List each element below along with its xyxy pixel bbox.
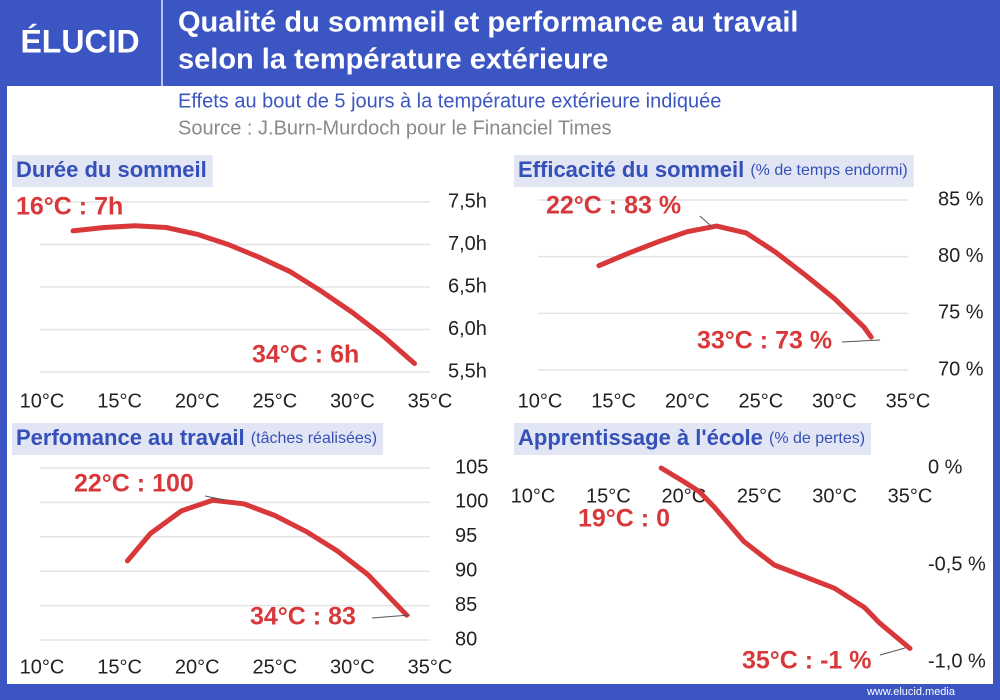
chart-title-box	[514, 423, 872, 455]
x-tick-label: 30°C	[812, 485, 857, 507]
subtitle: Effets au bout de 5 jours à la températu…	[178, 90, 721, 112]
chart-title: Perfomance au travail (tâches réalisées)	[16, 425, 377, 450]
x-tick-label: 15°C	[97, 390, 142, 412]
chart-title-text: Apprentissage à l'école	[518, 425, 763, 450]
chart-title-text: Durée du sommeil	[16, 157, 207, 182]
annotation: 34°C : 83	[250, 603, 356, 631]
logo: ÉLUCID	[20, 23, 139, 59]
annotation: 33°C : 73 %	[697, 327, 832, 355]
x-tick-label: 25°C	[252, 656, 297, 678]
chart-title-text: Efficacité du sommeil	[518, 157, 744, 182]
annotation: 19°C : 0	[578, 505, 670, 533]
chart-unit: (tâches réalisées)	[251, 430, 377, 447]
x-tick-label: 35°C	[886, 390, 931, 412]
x-tick-label: 15°C	[586, 485, 631, 507]
x-tick-label: 35°C	[888, 485, 933, 507]
chart-title-box	[12, 155, 213, 187]
footer-band	[0, 684, 1000, 700]
y-tick-label: 7,5h	[448, 190, 487, 212]
y-tick-label: 80 %	[938, 245, 984, 267]
x-tick-label: 20°C	[665, 390, 710, 412]
annotation: 35°C : -1 %	[742, 647, 871, 675]
x-tick-label: 10°C	[20, 390, 65, 412]
chart-title: Efficacité du sommeil (% de temps endorm…	[518, 157, 908, 182]
y-tick-label: 95	[455, 525, 477, 547]
line	[658, 465, 913, 651]
x-tick-label: 15°C	[591, 390, 636, 412]
chart-unit: (% de pertes)	[769, 430, 865, 447]
annotation: 16°C : 7h	[16, 193, 123, 221]
x-tick-label: 35°C	[408, 656, 453, 678]
y-tick-label: 5,5h	[448, 360, 487, 382]
y-tick-label: 105	[455, 456, 488, 478]
x-tick-label: 35°C	[408, 390, 453, 412]
header-title: Qualité du sommeil et performance au tra…	[178, 7, 798, 39]
chart-title: Apprentissage à l'école (% de pertes)	[518, 425, 865, 450]
y-tick-label: 85 %	[938, 188, 984, 210]
x-tick-label: 20°C	[175, 656, 220, 678]
y-tick-label: 7,0h	[448, 233, 487, 255]
x-tick-label: 25°C	[737, 485, 782, 507]
annotation-connector	[204, 495, 226, 501]
header-band	[0, 0, 1000, 86]
x-tick-label: 10°C	[511, 485, 556, 507]
chart-title: Durée du sommeil	[16, 157, 207, 182]
line	[596, 223, 874, 340]
chart-title-text: Perfomance au travail	[16, 425, 245, 450]
y-tick-label: 6,5h	[448, 275, 487, 297]
y-tick-label: -1,0 %	[928, 650, 986, 672]
x-tick-label: 30°C	[330, 390, 375, 412]
y-tick-label: 6,0h	[448, 318, 487, 340]
y-tick-label: 70 %	[938, 358, 984, 380]
chart-title-box	[514, 155, 914, 187]
y-tick-label: -0,5 %	[928, 553, 986, 575]
annotation-connector	[841, 339, 881, 343]
annotation: 34°C : 6h	[252, 341, 359, 369]
y-tick-label: 80	[455, 628, 477, 650]
x-tick-label: 20°C	[175, 390, 220, 412]
x-tick-label: 25°C	[738, 390, 783, 412]
source: Source : J.Burn-Murdoch pour le Financie…	[178, 117, 612, 139]
y-tick-label: 85	[455, 594, 477, 616]
annotation-connector	[879, 647, 906, 656]
x-tick-label: 25°C	[252, 390, 297, 412]
x-tick-label: 30°C	[330, 656, 375, 678]
x-tick-label: 10°C	[20, 656, 65, 678]
y-tick-label: 90	[455, 559, 477, 581]
x-tick-label: 15°C	[97, 656, 142, 678]
chart-title-box	[12, 423, 384, 455]
y-tick-label: 75 %	[938, 302, 984, 324]
annotation-connector	[699, 215, 713, 228]
line	[70, 223, 417, 366]
x-tick-label: 10°C	[518, 390, 563, 412]
line	[124, 497, 410, 618]
annotation: 22°C : 100	[74, 470, 194, 498]
annotation: 22°C : 83 %	[546, 192, 681, 220]
y-tick-label: 0 %	[928, 456, 963, 478]
annotation-connector	[371, 614, 411, 619]
chart-unit: (% de temps endormi)	[750, 162, 907, 179]
y-tick-label: 100	[455, 491, 488, 513]
footer: www.elucid.media	[866, 686, 956, 698]
x-tick-label: 30°C	[812, 390, 857, 412]
header-title: selon la température extérieure	[178, 44, 608, 76]
